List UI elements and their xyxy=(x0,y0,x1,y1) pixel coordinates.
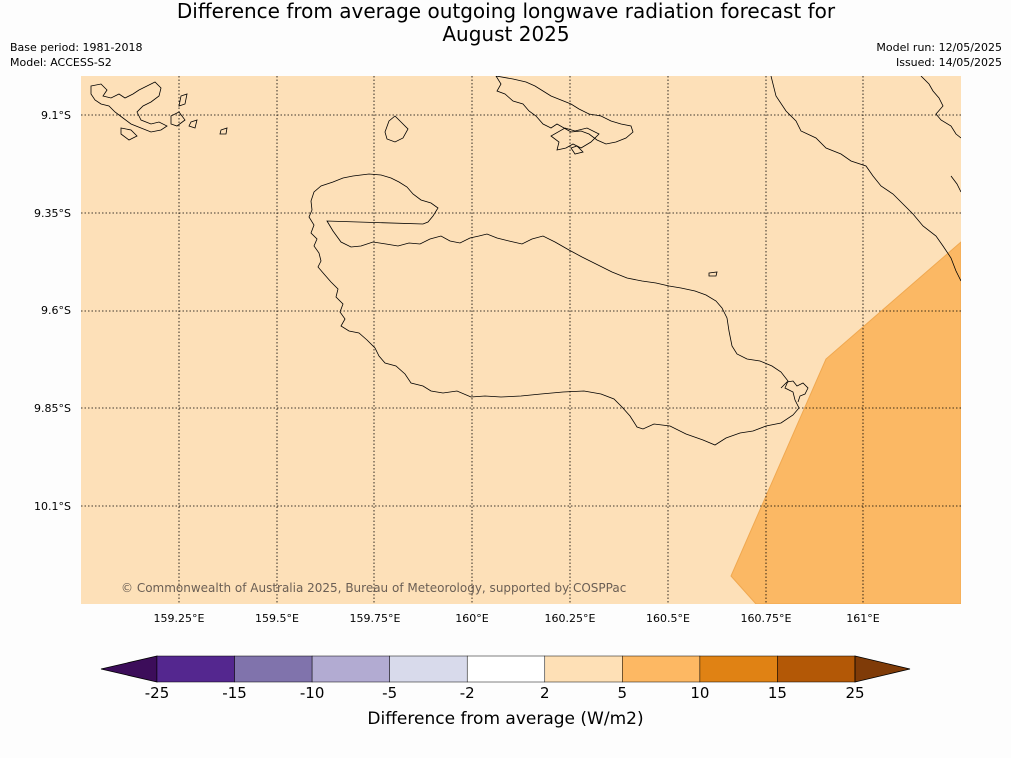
title-line-1: Difference from average outgoing longwav… xyxy=(176,0,836,23)
colorbar-extend-low xyxy=(100,655,158,683)
colorbar-segment xyxy=(466,655,546,683)
lat-label: 9.85°S xyxy=(34,402,71,415)
colorbar-tick-label: 25 xyxy=(845,684,865,702)
issued-date: Issued: 14/05/2025 xyxy=(895,56,1002,69)
colorbar-tick-label: -2 xyxy=(459,684,475,702)
savo-island xyxy=(384,115,409,143)
colorbar-tick-label: -25 xyxy=(144,684,170,702)
lon-label: 159.25°E xyxy=(153,612,205,625)
colorbar-tick-label: 2 xyxy=(539,684,550,702)
model-name: Model: ACCESS-S2 xyxy=(10,56,112,69)
lon-label: 159.5°E xyxy=(255,612,299,625)
anomaly-region-5-10 xyxy=(730,241,961,604)
russell-islands xyxy=(90,81,168,133)
lat-label: 10.1°S xyxy=(34,500,71,513)
lon-label: 160.75°E xyxy=(740,612,792,625)
map-panel: © Commonwealth of Australia 2025, Bureau… xyxy=(81,76,961,604)
colorbar-tick-label: 10 xyxy=(690,684,710,702)
colorbar-label: Difference from average (W/m2) xyxy=(367,709,644,729)
colorbar xyxy=(100,655,911,683)
colorbar-segment xyxy=(777,655,856,683)
lon-label: 160.5°E xyxy=(646,612,690,625)
copyright-text: © Commonwealth of Australia 2025, Bureau… xyxy=(121,581,627,595)
colorbar-extend-high xyxy=(854,655,911,683)
colorbar-tick-label: -15 xyxy=(222,684,247,702)
colorbar-tick-label: -5 xyxy=(382,684,398,702)
gridlines xyxy=(81,76,961,604)
colorbar-segment xyxy=(699,655,778,683)
base-period: Base period: 1981-2018 xyxy=(10,41,143,54)
colorbar-segment xyxy=(311,655,390,683)
lon-label: 161°E xyxy=(846,612,880,625)
lon-label: 160.25°E xyxy=(544,612,596,625)
model-run: Model run: 12/05/2025 xyxy=(876,41,1002,54)
coastlines xyxy=(90,76,961,446)
map-svg xyxy=(81,76,961,604)
lat-label: 9.35°S xyxy=(34,207,71,220)
colorbar-segment xyxy=(622,655,701,683)
colorbar-segment xyxy=(234,655,313,683)
meta-right: Model run: 12/05/2025 Issued: 14/05/2025 xyxy=(876,40,1002,70)
colorbar-tick-label: 15 xyxy=(767,684,787,702)
colorbar-segment xyxy=(544,655,623,683)
meta-left: Base period: 1981-2018 Model: ACCESS-S2 xyxy=(10,40,142,70)
malaita-coast xyxy=(770,76,961,282)
nggela-islands xyxy=(495,76,634,145)
lat-label: 9.6°S xyxy=(41,304,71,317)
title-line-2: August 2025 xyxy=(442,22,570,46)
lon-label: 160°E xyxy=(455,612,489,625)
colorbar-segment xyxy=(389,655,468,683)
lon-label: 159.75°E xyxy=(349,612,401,625)
colorbar-tick-label: -10 xyxy=(299,684,325,702)
lat-label: 9.1°S xyxy=(41,109,71,122)
colorbar-segment xyxy=(156,655,235,683)
colorbar-tick-label: 5 xyxy=(617,684,628,702)
chart-title: Difference from average outgoing longwav… xyxy=(0,0,1011,46)
